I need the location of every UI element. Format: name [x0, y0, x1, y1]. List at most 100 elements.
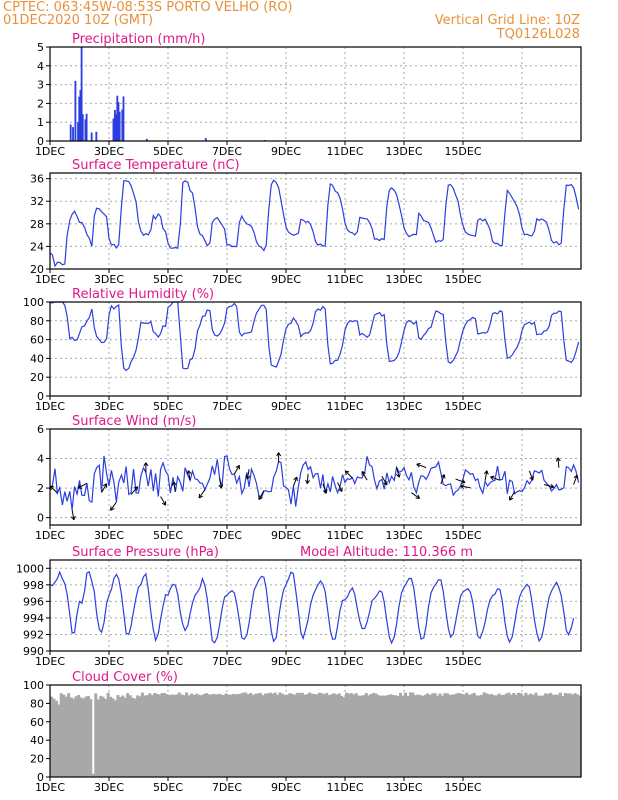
- humidity-xtick-label: 5DEC: [153, 400, 183, 413]
- wind-arrow: [411, 492, 421, 499]
- wind-arrow-shaft: [361, 471, 368, 481]
- wind-arrow-head: [235, 464, 240, 468]
- wind-arrow: [143, 462, 149, 473]
- precip-ytick-label: 2: [37, 97, 44, 110]
- wind-arrow: [460, 484, 471, 489]
- cloud-column: [421, 695, 425, 777]
- cloud-column: [411, 692, 415, 777]
- wind-arrow-head: [483, 470, 488, 475]
- wind-arrow: [528, 470, 534, 481]
- wind-arrow: [101, 483, 108, 493]
- cloud-column: [389, 694, 393, 777]
- wind-arrow-shaft: [455, 478, 466, 483]
- wind-arrow-shaft: [460, 485, 471, 489]
- cloud-column: [475, 695, 479, 777]
- cloud-column: [551, 694, 555, 777]
- cloud-xtick-label: 1DEC: [35, 781, 65, 794]
- wind-arrow-head: [555, 457, 559, 462]
- cloud-column: [435, 695, 439, 777]
- cloud-column: [148, 693, 152, 777]
- pressure-xtick-label: 13DEC: [385, 655, 422, 668]
- cloud-column: [499, 694, 503, 777]
- wind-arrow-head: [338, 488, 343, 492]
- cloud-column: [482, 692, 486, 777]
- cloud-column: [251, 694, 255, 777]
- humidity-ytick-label: 20: [30, 371, 44, 384]
- humidity-xtick-label: 13DEC: [385, 400, 422, 413]
- cloud-column: [118, 696, 122, 777]
- cloud-column: [457, 693, 462, 777]
- cloud-column: [298, 692, 302, 777]
- precip-xtick-label: 1DEC: [35, 145, 65, 158]
- cloud-xtick-label: 9DEC: [271, 781, 301, 794]
- cloud-column: [354, 693, 358, 777]
- cloud-ytick-label: 100: [23, 679, 44, 692]
- pressure-frame: [49, 559, 582, 652]
- pressure-xtick-label: 7DEC: [212, 655, 242, 668]
- cloud-column: [485, 693, 489, 777]
- cloud-column: [433, 693, 437, 777]
- cloud-column: [278, 692, 282, 777]
- wind-arrow-head: [325, 489, 328, 494]
- cloud-column: [455, 693, 459, 777]
- precip-bar: [115, 114, 118, 141]
- cloud-column: [160, 693, 164, 777]
- temperature-xtick-label: 13DEC: [385, 273, 422, 286]
- wind-arrow-shaft: [344, 470, 353, 479]
- wind-frame: [49, 428, 582, 526]
- cloud-column: [514, 694, 518, 777]
- humidity-title: Relative Humidity (%): [72, 287, 214, 302]
- cloud-column: [232, 693, 236, 777]
- temperature-series-line: [49, 179, 580, 268]
- wind-arrow-shaft: [187, 470, 191, 481]
- cloud-column: [192, 694, 196, 777]
- cloud-column: [303, 694, 307, 777]
- cloud-xtick-label: 13DEC: [385, 781, 422, 794]
- cloud-column: [121, 695, 125, 777]
- cloud-column: [91, 773, 95, 777]
- cloud-column: [416, 694, 420, 777]
- wind-arrow-head: [136, 486, 139, 491]
- cloud-column: [470, 693, 474, 777]
- wind-arrow-shaft: [484, 470, 488, 481]
- cloud-column: [187, 695, 191, 777]
- cloud-column: [504, 693, 508, 777]
- cloud-column: [426, 693, 430, 777]
- cloud-column: [502, 694, 506, 777]
- precip-xtick-label: 9DEC: [271, 145, 301, 158]
- cloud-column: [111, 698, 115, 777]
- wind-xtick-label: 9DEC: [271, 529, 301, 542]
- precip-bar: [145, 138, 148, 141]
- cloud-column: [268, 692, 272, 777]
- cloud-column: [463, 694, 467, 777]
- cloud-column: [52, 698, 56, 777]
- cloud-column: [249, 692, 253, 777]
- cloud-column: [116, 695, 120, 777]
- temperature-xtick-label: 7DEC: [212, 273, 242, 286]
- wind-arrow-shaft: [509, 491, 516, 501]
- pressure-panel: 990 992 994 996 998 1000 1DEC 3DEC 5DEC 7DEC 9DEC 1…: [16, 545, 582, 668]
- wind-arrow-head: [161, 502, 166, 506]
- precip-xtick-label: 5DEC: [153, 145, 183, 158]
- cloud-column: [84, 696, 88, 777]
- wind-arrow-head: [344, 470, 347, 475]
- precip-bar: [112, 118, 115, 141]
- wind-arrow-head: [573, 474, 578, 479]
- wind-arrow-head: [486, 470, 489, 475]
- cloud-column: [490, 694, 494, 777]
- temperature-xtick-label: 5DEC: [153, 273, 183, 286]
- header-station: CPTEC: 063:45W-08:53S PORTO VELHO (RO): [3, 0, 293, 15]
- precip-bar: [117, 102, 120, 141]
- wind-arrow-shaft: [71, 509, 75, 520]
- wind-arrow: [455, 478, 466, 484]
- cloud-column: [317, 692, 321, 777]
- cloud-column: [556, 694, 560, 777]
- cloud-column: [239, 693, 243, 777]
- wind-arrow-head: [278, 452, 282, 457]
- cloud-column: [209, 694, 213, 777]
- pressure-xtick-label: 11DEC: [326, 655, 363, 668]
- cloud-column: [305, 694, 309, 777]
- wind-arrow-head: [550, 483, 555, 488]
- cloud-column: [258, 692, 262, 777]
- cloud-column: [165, 694, 169, 777]
